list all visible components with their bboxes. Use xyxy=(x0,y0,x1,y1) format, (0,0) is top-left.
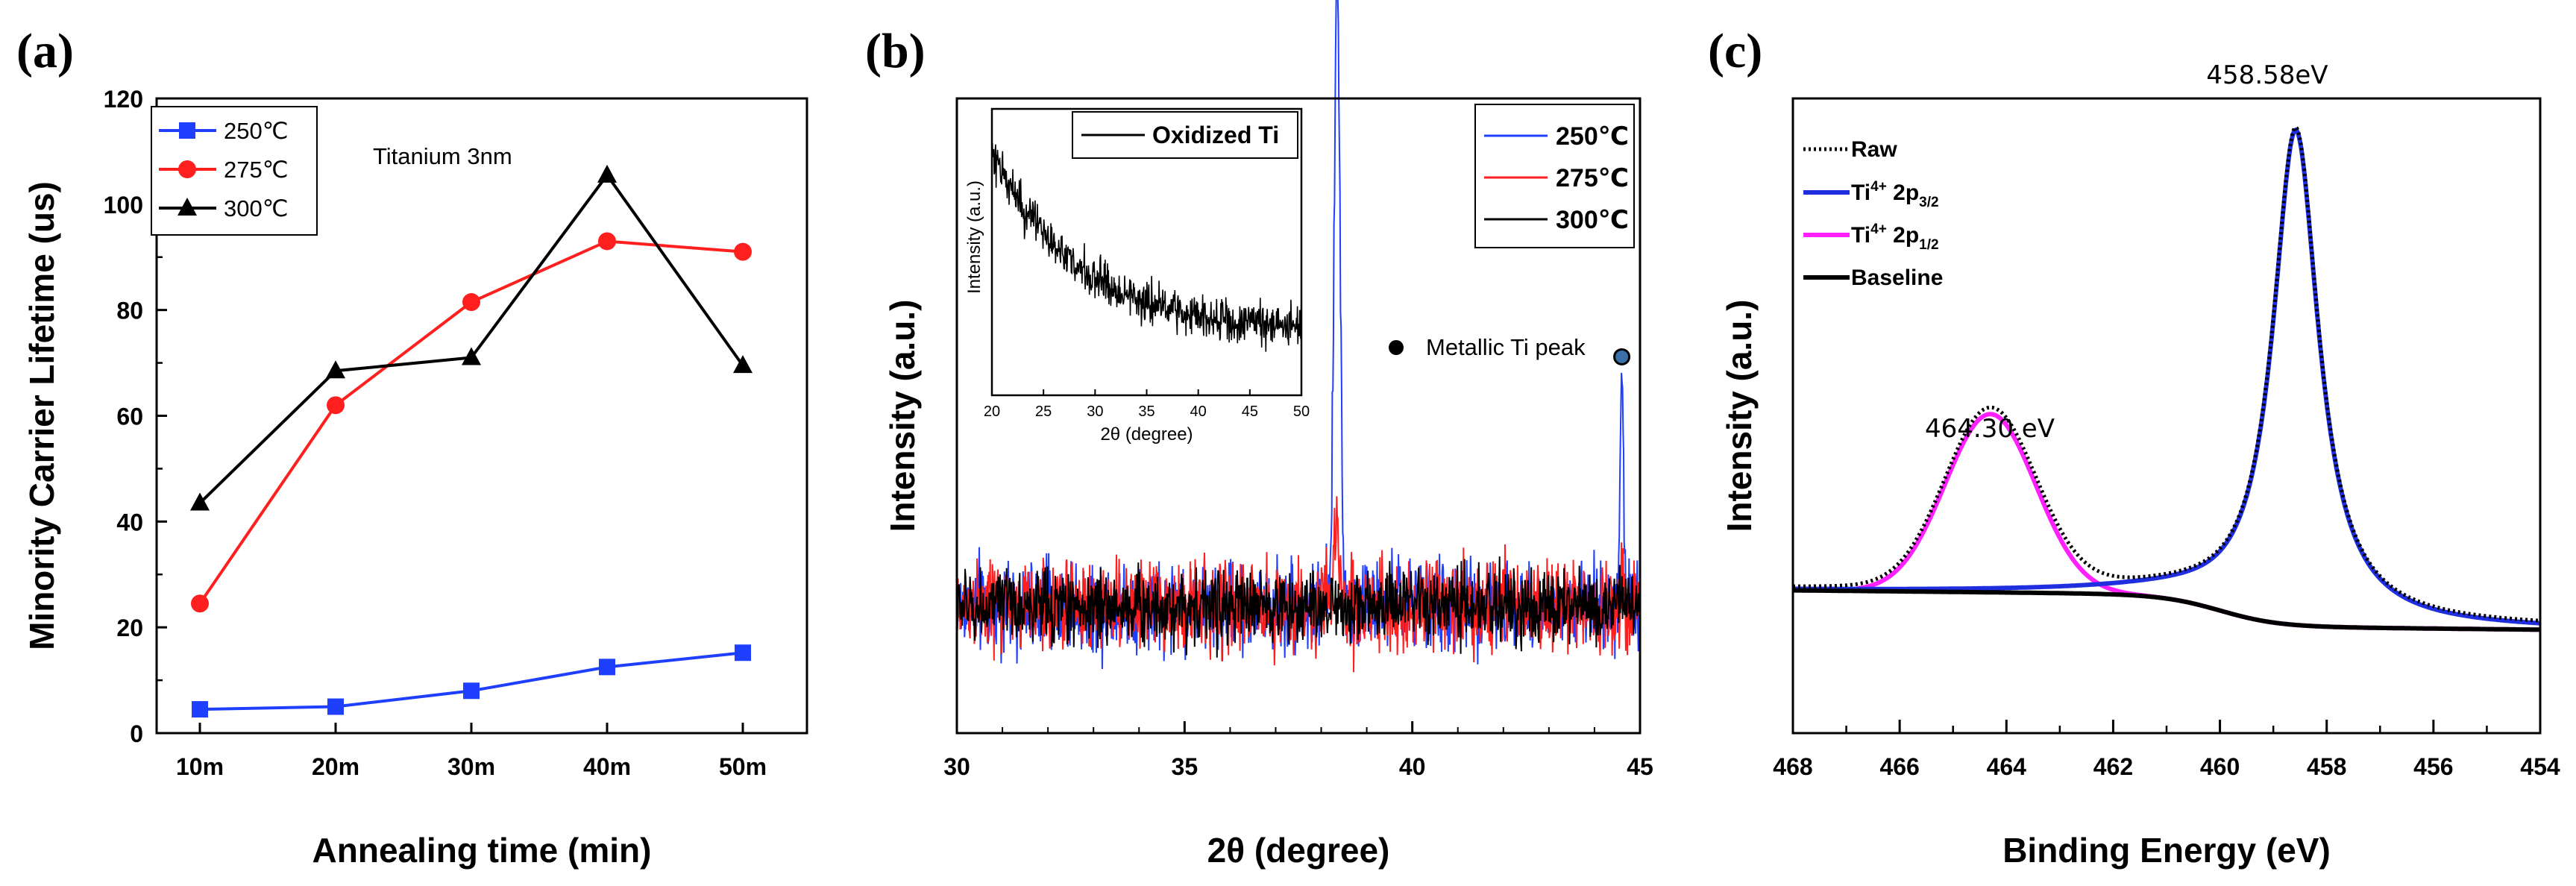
inset-tick-label: 25 xyxy=(1035,403,1052,420)
x-tick-label: 40m xyxy=(583,753,631,780)
data-point xyxy=(326,360,345,379)
x-tick-label: 20m xyxy=(312,753,359,780)
x-tick-label: 10m xyxy=(176,753,224,780)
x-tick-label: 466 xyxy=(1879,753,1919,780)
legend-label: 250℃ xyxy=(224,118,289,144)
panel-label: (a) xyxy=(16,24,74,78)
baseline-line xyxy=(1793,588,2540,632)
data-point xyxy=(733,355,753,374)
peak-label-2p12: 464.30 eV xyxy=(1925,414,2055,444)
legend-swatch-marker xyxy=(179,122,195,139)
inset-legend-label: Oxidized Ti xyxy=(1152,122,1279,148)
data-point xyxy=(735,644,751,662)
y-tick-label: 120 xyxy=(104,86,143,113)
data-point xyxy=(734,242,752,261)
series-line xyxy=(956,496,1641,673)
y-axis-title: Minority Carrier Lifetime (us) xyxy=(22,181,61,650)
panel-label: (b) xyxy=(865,24,926,78)
series-line xyxy=(956,556,1641,658)
y-axis-title: Intensity (a.u.) xyxy=(883,300,922,532)
legend-swatch-marker xyxy=(178,198,197,216)
x-tick-label: 30m xyxy=(447,753,495,780)
legend-swatch-marker xyxy=(178,160,196,178)
legend-label: Ti4+ 2p1/2 xyxy=(1851,222,1939,253)
x-axis-title: 2θ (degree) xyxy=(1207,831,1390,870)
fit-2p32-line xyxy=(1793,127,2541,626)
data-point xyxy=(462,347,481,365)
y-tick-label: 20 xyxy=(116,615,143,641)
inset-tick-label: 40 xyxy=(1190,403,1207,420)
marker-label: Metallic Ti peak xyxy=(1426,334,1586,360)
data-point xyxy=(191,594,209,613)
x-tick-label: 464 xyxy=(1987,753,2027,780)
y-tick-label: 0 xyxy=(130,720,143,747)
y-tick-label: 80 xyxy=(116,298,143,324)
x-tick-label: 462 xyxy=(2093,753,2133,780)
legend-label: 300℃ xyxy=(224,195,289,222)
x-tick-label: 45 xyxy=(1627,753,1653,780)
x-tick-label: 458 xyxy=(2307,753,2346,780)
x-tick-label: 30 xyxy=(943,753,970,780)
inset-tick-label: 30 xyxy=(1087,403,1103,420)
panel-c: (c) 468 466 464 462 460 458 456 454 Raw Ti4+ 2p3/2… xyxy=(1708,24,2560,870)
inset-y-axis-title: Intensity (a.u.) xyxy=(964,180,984,294)
data-point xyxy=(190,492,210,511)
data-point xyxy=(599,659,615,676)
data-point xyxy=(327,396,345,415)
peak-label-2p32: 458.58eV xyxy=(2206,60,2328,90)
x-tick-label: 456 xyxy=(2413,753,2453,780)
plot-frame xyxy=(955,97,1642,735)
y-tick-label: 60 xyxy=(116,403,143,430)
x-tick-label: 35 xyxy=(1172,753,1199,780)
data-point xyxy=(597,164,617,183)
legend-label: 250℃ xyxy=(1556,122,1629,151)
y-tick-label: 40 xyxy=(116,509,143,535)
legend-box xyxy=(1474,104,1635,248)
legend-label: Raw xyxy=(1851,137,1897,162)
y-axis-title: Intensity (a.u.) xyxy=(1720,300,1759,532)
inset-tick-label: 45 xyxy=(1242,403,1258,420)
x-tick-label: 460 xyxy=(2200,753,2240,780)
data-point xyxy=(598,232,616,251)
legend-marker-dot xyxy=(1389,340,1404,355)
peak-marker xyxy=(1613,348,1631,365)
legend-label: Baseline xyxy=(1851,266,1943,290)
x-tick-label: 468 xyxy=(1773,753,1812,780)
y-tick-label: 100 xyxy=(104,192,143,219)
panel-a: (a) 0 20 40 60 80 100 120 10m 20m 30m 40m 50m 250℃ 275… xyxy=(16,24,808,870)
x-axis-title: Binding Energy (eV) xyxy=(2002,831,2331,870)
data-point xyxy=(463,682,480,700)
data-point xyxy=(327,698,344,715)
inset-x-axis-title: 2θ (degree) xyxy=(1100,424,1193,444)
inset-tick-label: 50 xyxy=(1293,403,1310,420)
x-tick-label: 50m xyxy=(719,753,767,780)
inset-tick-label: 20 xyxy=(984,403,1000,420)
data-point xyxy=(192,701,208,718)
legend-label: 275℃ xyxy=(224,157,289,183)
panel-b: (b) 30 35 40 45 Metallic Ti peak 250℃ 275℃ 300℃ 2… xyxy=(865,0,1653,870)
series-line xyxy=(199,651,744,711)
annotation-text: Titanium 3nm xyxy=(373,143,512,169)
legend-label: Ti4+ 2p3/2 xyxy=(1851,179,1939,210)
legend-label: 275℃ xyxy=(1556,164,1629,192)
data-point xyxy=(462,293,480,312)
legend-label: 300℃ xyxy=(1556,206,1629,234)
x-axis-title: Annealing time (min) xyxy=(312,831,652,870)
panel-label: (c) xyxy=(1708,24,1762,78)
x-tick-label: 454 xyxy=(2520,753,2560,780)
inset-series-line xyxy=(991,143,1302,352)
x-tick-label: 40 xyxy=(1399,753,1426,780)
inset-tick-label: 35 xyxy=(1138,403,1155,420)
